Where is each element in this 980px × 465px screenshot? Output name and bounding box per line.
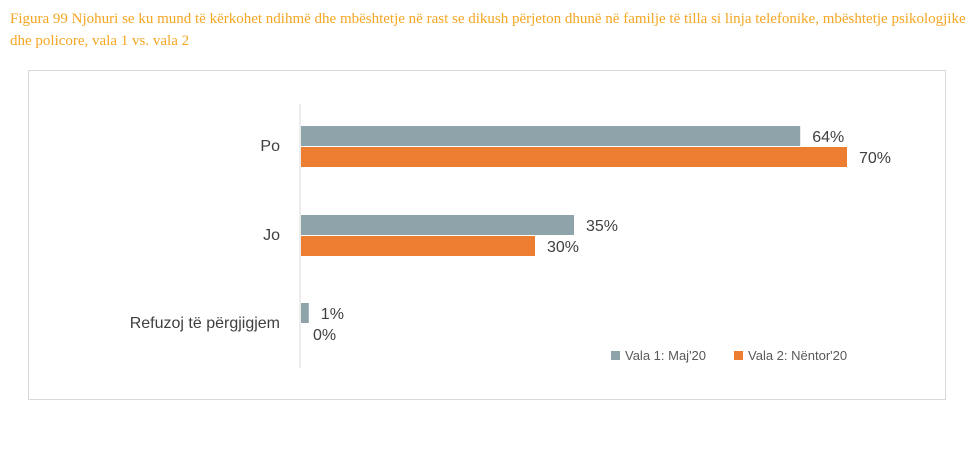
legend-swatch (734, 351, 744, 360)
category-label: Refuzoj të përgjigjem (130, 315, 280, 332)
bar-1 (301, 215, 574, 235)
data-label: 35% (586, 218, 618, 235)
bar-2 (301, 147, 847, 167)
bar-2 (301, 236, 535, 256)
data-label: 30% (547, 239, 579, 256)
category-label: Jo (263, 227, 280, 244)
legend-label: Vala 2: Nëntor'20 (748, 348, 847, 363)
legend-swatch (611, 351, 620, 360)
legend-label: Vala 1: Maj'20 (625, 348, 706, 363)
figure-caption: Figura 99 Njohuri se ku mund të kërkohet… (10, 11, 966, 49)
bar-1 (301, 303, 309, 323)
category-label: Po (260, 138, 280, 155)
data-label: 0% (313, 327, 336, 344)
bar-1 (301, 126, 801, 146)
data-label: 1% (321, 306, 344, 323)
data-label: 70% (859, 150, 891, 167)
data-label: 64% (812, 129, 844, 146)
